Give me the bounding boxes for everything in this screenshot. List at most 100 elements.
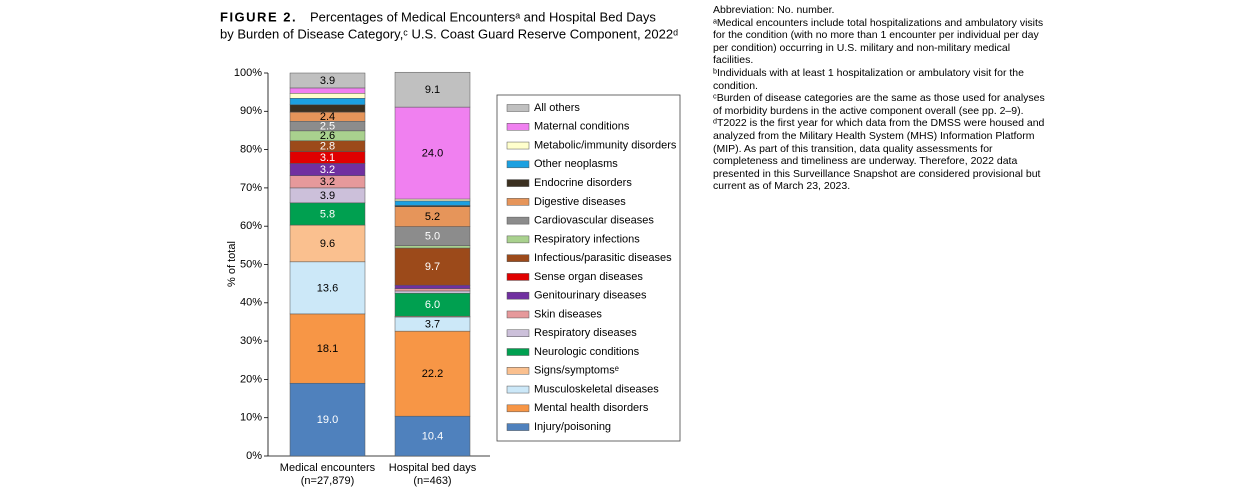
y-tick-label: 10% xyxy=(240,412,262,424)
legend-label: Maternal conditions xyxy=(534,121,630,133)
legend-label: Neurologic conditions xyxy=(534,346,640,358)
x-tick-sublabel: (n=27,879) xyxy=(301,475,355,487)
data-label: 2.8 xyxy=(320,141,335,153)
bar-segment xyxy=(394,71,471,108)
legend-label: Skin diseases xyxy=(534,308,602,320)
note: ᶜBurden of disease categories are the sa… xyxy=(713,92,1045,117)
y-axis-label: % of total xyxy=(226,241,238,287)
legend-label: Digestive diseases xyxy=(534,196,626,208)
data-label: 24.0 xyxy=(422,147,443,159)
data-label: 9.1 xyxy=(425,84,440,96)
figure-label: FIGURE 2. xyxy=(220,9,297,24)
legend-swatch xyxy=(506,423,530,431)
y-tick-label: 80% xyxy=(240,144,262,156)
legend-label: Cardiovascular diseases xyxy=(534,215,654,227)
legend-label: Infectious/parasitic diseases xyxy=(534,252,672,264)
x-tick-label: Medical encounters xyxy=(280,462,376,474)
y-tick-label: 70% xyxy=(240,182,262,194)
bar-segment xyxy=(289,87,366,94)
data-label: 10.4 xyxy=(422,430,443,442)
legend-swatch xyxy=(506,179,530,187)
data-label: 2.5 xyxy=(320,120,335,132)
bar-segment xyxy=(289,72,366,89)
bar-segment xyxy=(394,200,471,206)
note: ᵃMedical encounters include total hospit… xyxy=(713,16,1044,67)
legend-swatch xyxy=(506,104,530,112)
legend-swatch xyxy=(506,385,530,394)
data-label: 18.1 xyxy=(317,343,338,355)
legend-swatch xyxy=(506,273,530,281)
bar-segment xyxy=(289,313,366,384)
data-label: 5.0 xyxy=(425,231,440,243)
bar-segment xyxy=(394,284,471,289)
data-label: 9.7 xyxy=(425,261,440,273)
data-label: 3.1 xyxy=(320,152,335,164)
y-tick-label: 90% xyxy=(240,105,262,117)
bar-segment xyxy=(394,247,471,286)
data-label: 9.6 xyxy=(320,238,335,250)
legend-label: Musculoskeletal diseases xyxy=(534,383,659,395)
note: ᵇIndividuals with at least 1 hospitaliza… xyxy=(713,66,1024,92)
data-label: 5.2 xyxy=(425,211,440,223)
legend-label: Injury/poisoning xyxy=(534,421,611,433)
legend-swatch xyxy=(506,348,530,356)
chart-title: by Burden of Disease Category,ᶜ U.S. Coa… xyxy=(220,26,678,41)
y-tick-label: 100% xyxy=(234,67,262,79)
bar-segment xyxy=(394,330,471,417)
legend-label: Respiratory infections xyxy=(534,233,640,245)
note: ᵈT2022 is the first year for which data … xyxy=(713,117,1045,193)
bar-segment xyxy=(394,245,471,249)
legend-swatch xyxy=(506,141,530,150)
chart-title: Percentages of Medical Encountersᵃ and H… xyxy=(310,9,656,24)
data-label: 2.4 xyxy=(320,111,335,123)
y-tick-label: 0% xyxy=(246,450,262,462)
data-label: 3.7 xyxy=(425,318,440,330)
legend-swatch xyxy=(506,254,530,262)
legend-swatch xyxy=(506,310,530,319)
data-label: 3.2 xyxy=(320,176,335,188)
legend-swatch xyxy=(506,198,530,206)
data-label: 2.6 xyxy=(320,130,335,142)
note: Abbreviation: No. number. xyxy=(713,4,835,16)
y-tick-label: 40% xyxy=(240,297,262,309)
y-tick-label: 60% xyxy=(240,220,262,232)
bar-segment xyxy=(289,98,366,106)
legend-label: Sense organ diseases xyxy=(534,271,643,283)
x-tick-label: Hospital bed days xyxy=(389,462,477,474)
x-tick-sublabel: (n=463) xyxy=(413,475,451,487)
legend-label: Signs/symptomsᵉ xyxy=(534,365,619,377)
data-label: 22.2 xyxy=(422,368,443,380)
legend-box xyxy=(496,94,681,442)
bar-segment xyxy=(394,288,471,292)
legend-label: Genitourinary diseases xyxy=(534,290,647,302)
legend-label: Respiratory diseases xyxy=(534,327,637,339)
data-label: 3.9 xyxy=(320,190,335,202)
legend-swatch xyxy=(506,160,530,169)
bar-segment xyxy=(394,290,471,294)
legend-label: Endocrine disorders xyxy=(534,177,632,189)
bar-segment xyxy=(289,224,366,263)
legend-swatch xyxy=(506,404,530,413)
legend-swatch xyxy=(506,291,530,300)
data-label: 5.8 xyxy=(320,208,335,220)
data-label: 3.9 xyxy=(320,75,335,87)
bar-segment xyxy=(394,415,471,457)
bar-segment xyxy=(289,104,366,113)
legend-swatch xyxy=(506,235,530,244)
legend-swatch xyxy=(506,367,530,375)
legend-label: Other neoplasms xyxy=(534,158,618,170)
legend-label: Mental health disorders xyxy=(534,402,649,414)
y-tick-label: 50% xyxy=(240,258,262,270)
bar-segment xyxy=(394,198,471,202)
data-label: 13.6 xyxy=(317,282,338,294)
data-label: 3.2 xyxy=(320,164,335,176)
chart: FIGURE 2. Percentages of Medical Encount… xyxy=(220,9,681,487)
notes: Abbreviation: No. number. ᵃMedical encoun… xyxy=(713,4,1048,193)
legend-label: Metabolic/immunity disorders xyxy=(534,139,677,151)
legend-swatch xyxy=(506,123,530,131)
y-tick-label: 20% xyxy=(240,373,262,385)
bar-segment xyxy=(289,93,366,99)
legend-label: All others xyxy=(534,102,580,114)
legend-swatch xyxy=(506,329,530,337)
